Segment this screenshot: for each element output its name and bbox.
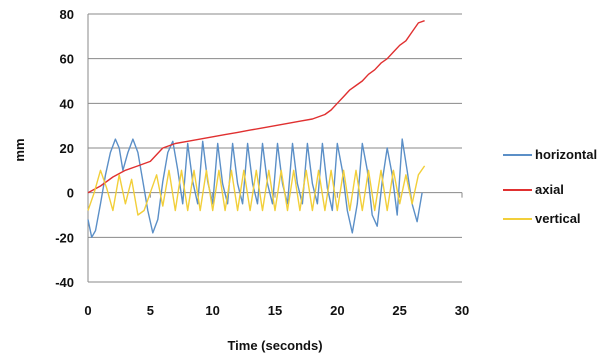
series-line-axial bbox=[87, 20, 425, 194]
y-tick-label: 20 bbox=[60, 141, 74, 156]
legend: horizontal axial vertical bbox=[503, 147, 597, 226]
legend-label-vertical: vertical bbox=[535, 211, 581, 226]
legend-label-horizontal: horizontal bbox=[535, 147, 597, 162]
legend-label-axial: axial bbox=[535, 182, 564, 197]
y-tick-label: 80 bbox=[60, 7, 74, 22]
y-tick-label: -40 bbox=[55, 275, 74, 290]
x-tick-label: 15 bbox=[268, 303, 282, 318]
series-lines bbox=[87, 20, 426, 239]
series-line-vertical bbox=[87, 165, 426, 216]
x-tick-label: 30 bbox=[455, 303, 469, 318]
y-tick-labels: -40 -20 0 20 40 60 80 bbox=[55, 7, 74, 290]
x-axis-title: Time (seconds) bbox=[227, 338, 322, 353]
y-tick-label: 40 bbox=[60, 96, 74, 111]
y-tick-label: 60 bbox=[60, 52, 74, 67]
y-tick-label: 0 bbox=[67, 186, 74, 201]
series-line-horizontal bbox=[87, 138, 423, 239]
x-tick-label: 0 bbox=[84, 303, 91, 318]
x-tick-label: 10 bbox=[205, 303, 219, 318]
y-tick-label: -20 bbox=[55, 230, 74, 245]
x-tick-label: 5 bbox=[147, 303, 154, 318]
x-tick-label: 25 bbox=[392, 303, 406, 318]
grid-lines bbox=[87, 13, 463, 283]
y-axis-title: mm bbox=[12, 138, 27, 161]
x-tick-labels: 0 5 10 15 20 25 30 bbox=[84, 303, 469, 318]
x-tick-label: 20 bbox=[330, 303, 344, 318]
